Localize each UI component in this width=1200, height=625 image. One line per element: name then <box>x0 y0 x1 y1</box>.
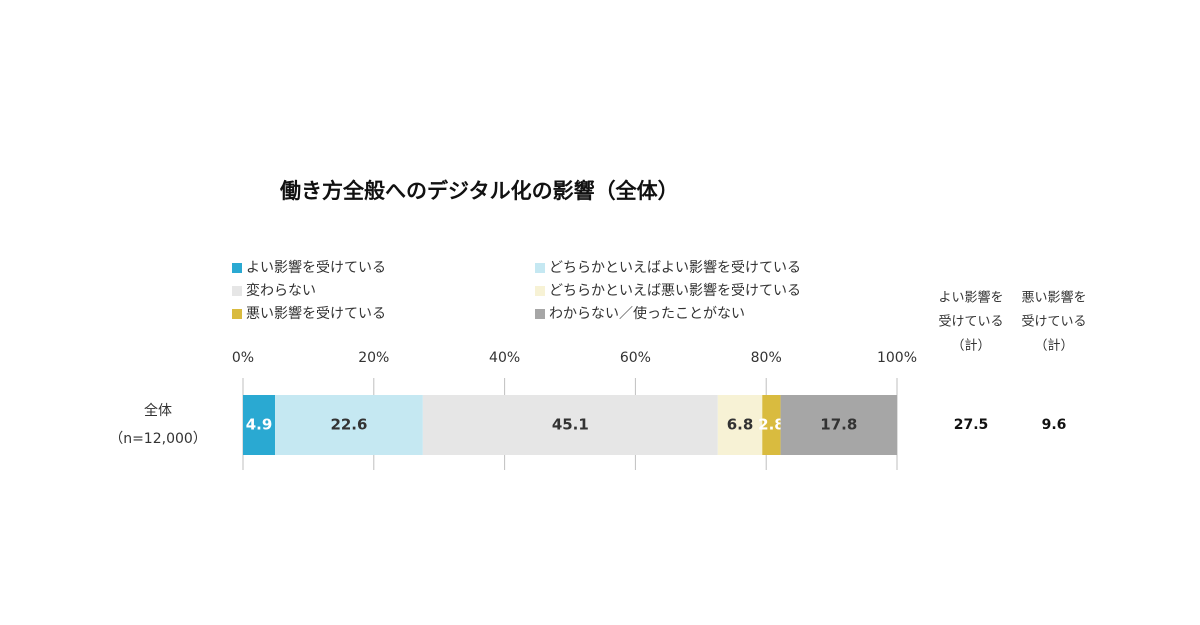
legend-swatch <box>535 263 545 273</box>
legend-label: 悪い影響を受けている <box>246 305 386 322</box>
legend-label: どちらかといえばよい影響を受けている <box>549 259 801 276</box>
legend-swatch <box>232 286 242 296</box>
x-tick-label: 0% <box>232 350 254 366</box>
value-label: 4.9 <box>246 416 273 434</box>
total-header: よい影響を <box>938 290 1003 306</box>
legend-label: どちらかといえば悪い影響を受けている <box>549 282 801 299</box>
bar-segment <box>717 395 763 455</box>
category-label: 全体 <box>144 402 172 419</box>
legend-label: わからない／使ったことがない <box>549 305 745 322</box>
legend-label: よい影響を受けている <box>246 259 386 276</box>
total-value: 9.6 <box>1042 417 1067 433</box>
total-header: （計） <box>951 338 990 354</box>
x-tick-label: 100% <box>877 350 917 366</box>
total-header: 受けている <box>1021 315 1086 330</box>
chart-title: 働き方全般へのデジタル化の影響（全体） <box>279 179 679 203</box>
value-label: 17.8 <box>820 416 857 434</box>
x-tick-label: 20% <box>358 350 389 366</box>
bar-segment <box>243 395 276 455</box>
legend-swatch <box>535 286 545 296</box>
x-tick-label: 60% <box>620 350 651 366</box>
value-label: 2.8 <box>758 416 785 434</box>
total-header: 悪い影響を <box>1021 290 1086 306</box>
legend-swatch <box>232 263 242 273</box>
value-label: 22.6 <box>330 416 367 434</box>
category-note: （n=12,000） <box>109 431 207 447</box>
legend-label: 変わらない <box>246 282 316 299</box>
total-header: （計） <box>1034 338 1073 354</box>
bar-segment <box>275 395 423 455</box>
total-header: 受けている <box>938 315 1003 330</box>
value-label: 45.1 <box>552 416 589 434</box>
x-tick-label: 40% <box>489 350 520 366</box>
x-tick-label: 80% <box>751 350 782 366</box>
bar-segment <box>780 395 897 455</box>
bar-segment <box>762 395 781 455</box>
value-label: 6.8 <box>727 416 754 434</box>
bar-segment <box>422 395 718 455</box>
legend-swatch <box>232 309 242 319</box>
total-value: 27.5 <box>954 417 989 433</box>
legend-swatch <box>535 309 545 319</box>
